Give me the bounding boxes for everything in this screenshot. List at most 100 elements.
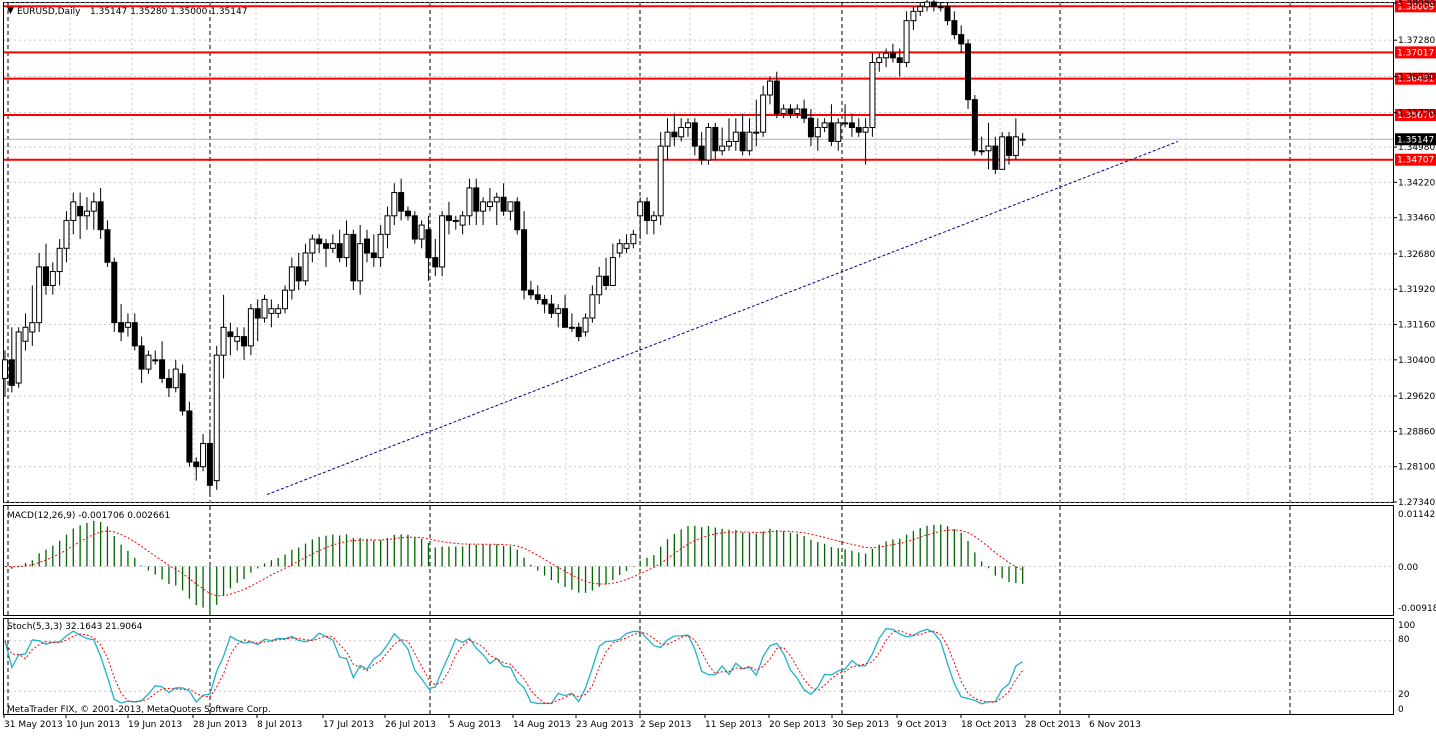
bull-candle xyxy=(842,122,849,125)
price-axis-label: 1.34220 xyxy=(1398,178,1435,188)
time-axis-label: 23 Aug 2013 xyxy=(576,720,634,730)
bull-candle xyxy=(685,122,691,129)
price-axis-label: 1.28860 xyxy=(1398,427,1435,437)
bear-candle xyxy=(350,233,357,282)
bull-candle xyxy=(63,219,70,249)
stoch-pane[interactable] xyxy=(3,618,1394,715)
bull-candle xyxy=(49,271,56,286)
level-price-label: 1.37017 xyxy=(1397,48,1434,58)
bear-candle xyxy=(889,52,896,59)
bull-candle xyxy=(486,201,493,208)
time-axis-label: 9 Oct 2013 xyxy=(897,720,947,730)
bull-candle xyxy=(985,145,992,152)
main-pane[interactable] xyxy=(3,2,1394,503)
time-axis-label: 14 Aug 2013 xyxy=(513,720,571,730)
bull-candle xyxy=(719,145,726,152)
bear-candle xyxy=(323,243,330,249)
bull-candle xyxy=(862,127,869,133)
bull-candle xyxy=(637,201,644,217)
time-axis-label: 6 Nov 2013 xyxy=(1089,720,1141,730)
bull-candle xyxy=(555,308,562,314)
bear-candle xyxy=(944,6,951,22)
macd-axis-max: 0.011426 xyxy=(1398,510,1436,520)
bear-candle xyxy=(801,108,808,119)
bear-candle xyxy=(603,275,610,286)
time-axis-label: 17 Jul 2013 xyxy=(323,720,374,730)
bull-candle xyxy=(760,94,767,133)
level-price-tag xyxy=(1395,153,1436,166)
bull-candle xyxy=(282,289,289,310)
bull-candle xyxy=(480,201,487,212)
bull-candle xyxy=(821,122,828,129)
bear-candle xyxy=(97,201,104,231)
bull-candle xyxy=(268,308,275,314)
bear-candle xyxy=(562,308,569,328)
bear-candle xyxy=(138,345,145,370)
bear-candle xyxy=(104,229,111,263)
bull-candle xyxy=(145,354,152,370)
time-axis-label: 28 Jun 2013 xyxy=(193,720,247,730)
price-axis-label: 1.31920 xyxy=(1398,285,1435,295)
bull-candle xyxy=(220,326,227,356)
bear-candle xyxy=(404,210,411,217)
bear-candle xyxy=(254,308,261,319)
bear-candle xyxy=(534,294,541,300)
bull-candle xyxy=(152,359,159,362)
price-axis-label: 1.38080 xyxy=(1398,0,1435,9)
bull-candle xyxy=(29,322,36,333)
time-axis-label: 28 Oct 2013 xyxy=(1025,720,1081,730)
time-axis-label: 5 Aug 2013 xyxy=(449,720,501,730)
bear-candle xyxy=(8,359,15,386)
bear-candle xyxy=(432,257,439,268)
bear-candle xyxy=(295,266,302,282)
time-axis-label: 20 Sep 2013 xyxy=(769,720,826,730)
level-price-label: 1.34707 xyxy=(1397,156,1434,166)
bear-candle xyxy=(159,359,166,379)
bull-candle xyxy=(493,196,500,203)
horizontal-levels: 1.38009 1.37017 1.36451 1.35670 1.34707 1.351… xyxy=(4,0,1436,166)
trendline xyxy=(266,140,1179,496)
bear-candle xyxy=(671,131,678,138)
bear-candle xyxy=(186,410,193,463)
current-price-label: 1.35147 xyxy=(1397,135,1434,145)
bear-candle xyxy=(951,20,958,36)
bear-candle xyxy=(773,80,780,115)
macd-pane[interactable] xyxy=(3,505,1394,616)
chart-symbol-title: EURUSD,Daily xyxy=(17,7,81,17)
bull-candle xyxy=(90,201,97,212)
bull-candle xyxy=(589,294,596,319)
bear-candle xyxy=(206,442,213,486)
price-axis-label: 1.30400 xyxy=(1398,356,1435,366)
chart-title-arrow-icon[interactable]: ▼ xyxy=(7,6,14,16)
bear-candle xyxy=(118,322,125,333)
stoch-axis-80: 80 xyxy=(1398,635,1410,645)
grid xyxy=(4,2,1393,714)
bull-candle xyxy=(753,131,760,134)
bull-candle xyxy=(234,336,241,342)
bear-candle xyxy=(691,122,698,147)
bear-candle xyxy=(131,322,138,347)
bull-candle xyxy=(439,215,446,268)
price-axis-label: 1.27340 xyxy=(1398,498,1435,508)
time-axis-label: 10 Jun 2013 xyxy=(66,720,120,730)
price-axis-label: 1.35720 xyxy=(1398,109,1435,119)
time-axis-label: 19 Jun 2013 xyxy=(128,720,182,730)
time-axis-label: 30 Sep 2013 xyxy=(832,720,889,730)
bull-candle xyxy=(172,368,179,389)
bull-candle xyxy=(1012,136,1019,156)
bear-candle xyxy=(548,303,555,314)
bear-candle xyxy=(77,206,84,217)
bull-candle xyxy=(275,308,282,314)
level-price-label: 1.38009 xyxy=(1397,2,1434,12)
bear-candle xyxy=(965,43,972,101)
bull-candle xyxy=(2,359,8,379)
bull-candle xyxy=(70,201,77,221)
price-axis-label: 1.29620 xyxy=(1398,392,1435,402)
time-axis-label: 18 Oct 2013 xyxy=(961,720,1017,730)
bear-candle xyxy=(644,201,651,221)
bear-candle xyxy=(712,127,719,152)
bull-candle xyxy=(609,257,616,286)
bull-candle xyxy=(903,20,910,63)
